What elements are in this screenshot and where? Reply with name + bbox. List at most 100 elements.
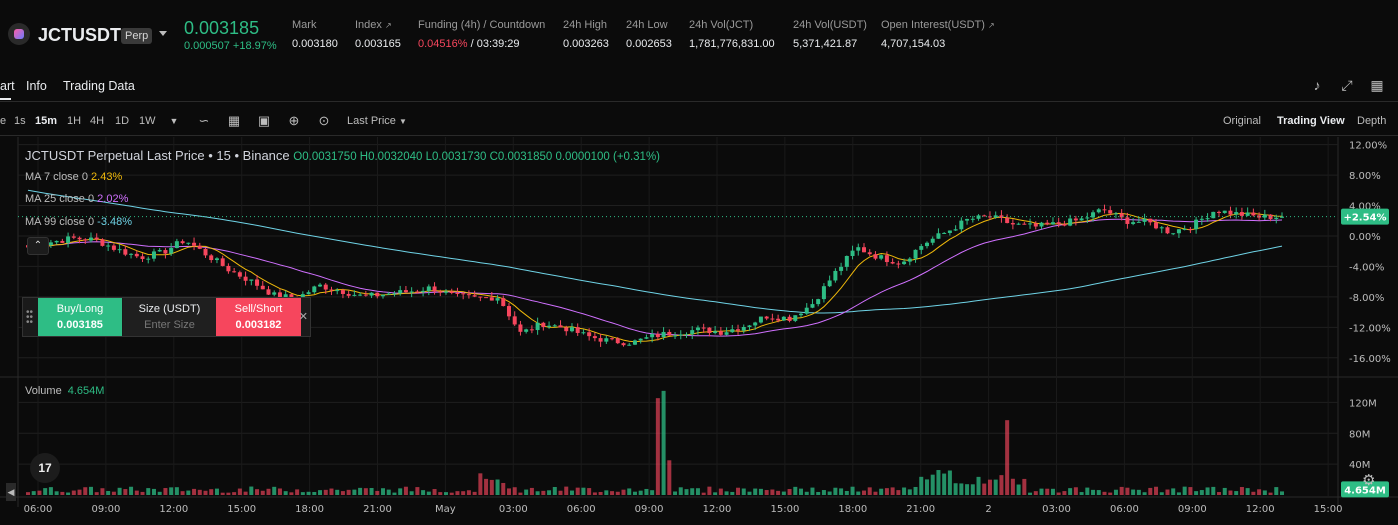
price-chart[interactable]: 12.00% 8.00% 4.00% 0.00% -4.00% -8.00% -12.00%… <box>0 137 1398 525</box>
candle-up <box>1068 218 1073 226</box>
price-axis-label: -12.00% <box>1349 323 1391 334</box>
volume-bar <box>793 486 798 495</box>
price-axis-label: 8.00% <box>1349 171 1381 182</box>
timeframe-1d[interactable]: 1D <box>115 115 130 127</box>
candle-type-icon[interactable]: ▦ <box>227 113 241 128</box>
volume-bar <box>1148 487 1153 495</box>
candle-down <box>71 236 76 238</box>
crosshair-icon[interactable]: ⊙ <box>318 113 330 128</box>
timeframe-1w[interactable]: 1W <box>139 115 156 127</box>
volume-bar <box>432 489 437 495</box>
timeframe-time[interactable]: e <box>0 115 7 127</box>
volume-bar <box>1251 491 1256 495</box>
candle-down <box>94 237 99 240</box>
candle-up <box>810 304 815 308</box>
tab-info[interactable]: Info <box>26 79 47 93</box>
candle-down <box>403 290 408 293</box>
timeframe-1h[interactable]: 1H <box>67 115 82 127</box>
candle-down <box>1102 209 1107 211</box>
volume-bar <box>839 488 844 495</box>
ma7-legend: MA 7 close 0 2.43% <box>25 171 123 183</box>
timeframe-more-icon[interactable]: ▼ <box>169 116 179 126</box>
indicator-icon[interactable]: ∽ <box>198 113 210 128</box>
candle-up <box>426 286 431 291</box>
view-depth[interactable]: Depth <box>1357 115 1387 127</box>
volume-bar <box>810 487 815 495</box>
stat-24h-low: 24h Low 0.002653 <box>626 19 672 50</box>
candle-up <box>758 316 763 323</box>
collapse-legend-icon[interactable]: ⌃ <box>27 237 49 255</box>
price-type-select[interactable]: Last Price ▼ <box>347 115 407 127</box>
quick-order-panel: •• •• •• Buy/Long 0.003185 Size (USDT) Ent… <box>22 297 311 337</box>
volume-bar <box>827 491 832 495</box>
view-trading-view[interactable]: Trading View <box>1277 115 1345 127</box>
expand-icon[interactable]: ⤢ <box>1341 77 1353 93</box>
symbol-title[interactable]: JCTUSDT <box>38 25 122 45</box>
tab-trading-data[interactable]: Trading Data <box>63 79 135 93</box>
volume-bar <box>1159 492 1164 495</box>
time-axis-label: 21:00 <box>906 504 935 515</box>
ohlc-values: O0.0031750 H0.0032040 L0.0031730 C0.0031… <box>293 151 660 163</box>
volume-bar <box>1062 491 1067 495</box>
timeframe-1s[interactable]: 1s <box>14 115 26 127</box>
drag-handle-icon[interactable]: •• •• •• <box>26 307 34 328</box>
tradingview-logo-icon[interactable]: 17 <box>30 453 60 483</box>
candle-down <box>999 215 1004 218</box>
coin-logo-icon <box>8 23 30 45</box>
volume-bar <box>26 492 30 495</box>
candle-down <box>83 239 88 241</box>
volume-bar <box>174 487 179 495</box>
stat-index: Index ↗ 0.003165 <box>355 19 401 50</box>
candle-down <box>718 331 723 335</box>
volume-bar <box>478 473 483 495</box>
candle-up <box>879 255 884 259</box>
add-indicator-icon[interactable]: ⊕ <box>288 113 300 128</box>
candle-up <box>1262 214 1267 218</box>
scroll-left-icon[interactable]: ◀ <box>6 483 16 501</box>
candle-up <box>214 258 219 261</box>
buy-long-button[interactable]: Buy/Long 0.003185 <box>38 298 122 336</box>
close-icon[interactable]: ✕ <box>298 311 308 323</box>
timeframe-4h[interactable]: 4H <box>90 115 105 127</box>
candle-up <box>318 284 323 287</box>
settings-gear-icon[interactable]: ⚙ <box>1362 472 1376 489</box>
candle-up <box>369 292 374 296</box>
candle-up <box>88 237 93 241</box>
bell-icon[interactable]: ♪ <box>1313 77 1321 93</box>
volume-bar <box>724 491 729 495</box>
candle-up <box>409 291 414 293</box>
volume-bar <box>289 492 294 495</box>
volume-bar <box>753 488 758 495</box>
candle-up <box>312 286 317 293</box>
candle-down <box>1056 222 1061 225</box>
volume-bar <box>913 486 918 495</box>
view-original[interactable]: Original <box>1223 115 1261 127</box>
volume-bar <box>226 492 231 495</box>
layout-grid-icon[interactable]: ▦ <box>1370 77 1384 93</box>
candle-down <box>192 242 197 246</box>
volume-bar <box>987 479 992 495</box>
volume-bar <box>695 488 700 495</box>
timeframe-15m[interactable]: 15m <box>35 115 58 127</box>
volume-bar <box>1142 492 1147 495</box>
chart-area[interactable]: 12.00% 8.00% 4.00% 0.00% -4.00% -8.00% -12.00%… <box>0 137 1398 525</box>
chevron-down-icon[interactable] <box>159 31 167 36</box>
candle-up <box>146 258 151 260</box>
volume-bar <box>615 491 620 495</box>
candle-down <box>1251 212 1256 216</box>
tab-chart[interactable]: art <box>0 79 15 93</box>
volume-axis-label: 120M <box>1349 398 1377 409</box>
candle-down <box>862 247 866 253</box>
candle-down <box>1045 222 1050 225</box>
volume-bar <box>54 491 59 495</box>
sell-short-button[interactable]: Sell/Short 0.003182 <box>216 298 301 336</box>
candle-up <box>186 242 191 244</box>
volume-bar <box>1085 487 1090 495</box>
camera-icon[interactable]: ▣ <box>257 113 271 128</box>
candle-up <box>730 329 735 333</box>
volume-bar <box>799 488 804 495</box>
candle-up <box>129 253 134 255</box>
size-input[interactable]: Size (USDT) Enter Size <box>123 298 216 336</box>
volume-bar <box>31 491 36 495</box>
candle-up <box>741 327 746 331</box>
